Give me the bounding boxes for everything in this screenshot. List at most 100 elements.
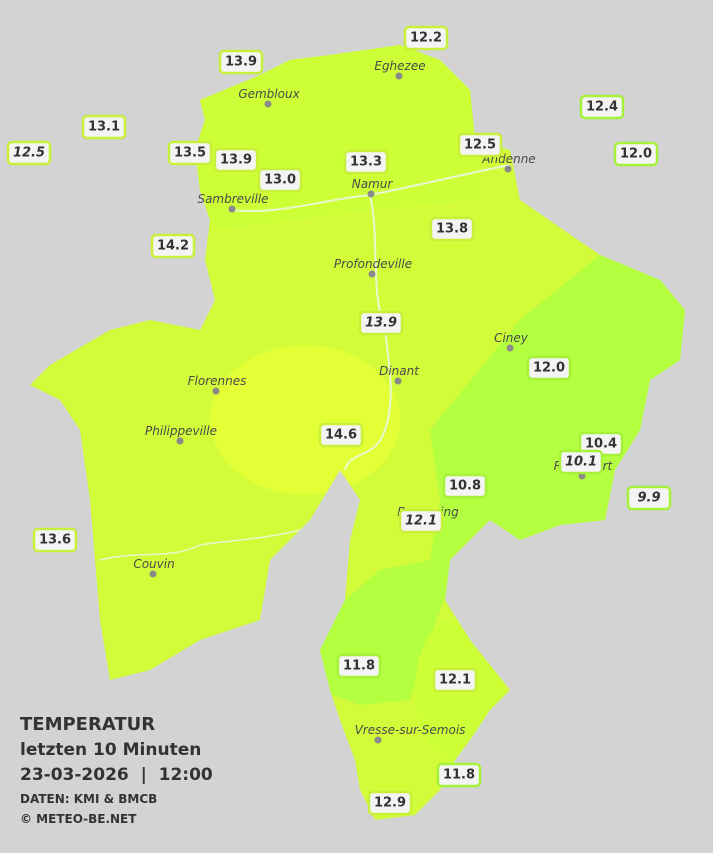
city-label: Dinant bbox=[379, 364, 420, 378]
station-box bbox=[558, 449, 604, 475]
legend-source: DATEN: KMI & BMCB bbox=[20, 792, 157, 806]
station-box bbox=[213, 147, 259, 173]
station-value: 14.6 bbox=[325, 428, 357, 443]
station-value: 12.1 bbox=[405, 514, 437, 529]
city-dot bbox=[504, 165, 512, 173]
station-box bbox=[579, 94, 625, 120]
station: 13.5 bbox=[167, 140, 213, 166]
station-value: 13.8 bbox=[436, 222, 468, 237]
station-value: 13.0 bbox=[264, 173, 296, 188]
station: 13.0 bbox=[257, 167, 303, 193]
city-dot bbox=[368, 270, 376, 278]
station: 13.6 bbox=[32, 527, 78, 553]
station-value: 12.9 bbox=[374, 796, 406, 811]
station-box bbox=[318, 422, 364, 448]
station: 13.9 bbox=[218, 49, 264, 75]
station: 10.4 bbox=[578, 431, 624, 457]
station: 13.3 bbox=[343, 149, 389, 175]
legend-copyright: © METEO-BE.NET bbox=[20, 812, 137, 826]
city-dot bbox=[374, 736, 382, 744]
city-dot bbox=[395, 72, 403, 80]
city-dot bbox=[264, 100, 272, 108]
city-dot bbox=[367, 190, 375, 198]
station-box bbox=[81, 114, 127, 140]
station: 13.9 bbox=[213, 147, 259, 173]
station: 13.9 bbox=[358, 310, 404, 336]
station-box bbox=[432, 667, 478, 693]
station: 12.0 bbox=[613, 141, 659, 167]
city-label: Vresse-sur-Semois bbox=[355, 723, 466, 737]
zone-east bbox=[320, 255, 685, 705]
station: 12.4 bbox=[579, 94, 625, 120]
city-label: Gembloux bbox=[238, 87, 300, 101]
station: 14.6 bbox=[318, 422, 364, 448]
station-box bbox=[358, 310, 404, 336]
station-value: 12.0 bbox=[533, 361, 565, 376]
zone-center bbox=[210, 345, 400, 495]
legend-subtitle: letzten 10 Minuten bbox=[20, 740, 201, 760]
station-box bbox=[32, 527, 78, 553]
station-box bbox=[336, 653, 382, 679]
station: 11.8 bbox=[336, 653, 382, 679]
station: 12.1 bbox=[432, 667, 478, 693]
station: 12.5 bbox=[457, 132, 503, 158]
station-value: 12.0 bbox=[620, 147, 652, 162]
city-dot bbox=[149, 570, 157, 578]
city-label: Profondeville bbox=[334, 257, 412, 271]
city-dot bbox=[506, 344, 514, 352]
station: 10.8 bbox=[442, 473, 488, 499]
city-label: Florennes bbox=[188, 374, 247, 388]
station: 13.1 bbox=[81, 114, 127, 140]
station-value: 13.3 bbox=[350, 155, 382, 170]
station: 12.2 bbox=[403, 25, 449, 51]
station: 12.5 bbox=[6, 140, 52, 166]
zone-north bbox=[180, 45, 480, 230]
legend-datetime: 23-03-2026 | 12:00 bbox=[20, 765, 213, 785]
city-label: Philippeville bbox=[145, 424, 217, 438]
station-box bbox=[398, 508, 444, 534]
station-box bbox=[367, 790, 413, 816]
station: 12.0 bbox=[526, 355, 572, 381]
station-value: 13.1 bbox=[88, 120, 120, 135]
legend-title: TEMPERATUR bbox=[20, 714, 155, 735]
station-value: 13.9 bbox=[225, 55, 257, 70]
station-value: 11.8 bbox=[443, 768, 475, 783]
station-box bbox=[626, 485, 672, 511]
station-value: 14.2 bbox=[157, 239, 189, 254]
city-dot bbox=[228, 205, 236, 213]
station-value: 12.2 bbox=[410, 31, 442, 46]
city-dot bbox=[394, 377, 402, 385]
city-label: Namur bbox=[352, 177, 394, 191]
station-value: 13.5 bbox=[174, 146, 206, 161]
station-box bbox=[343, 149, 389, 175]
station: 12.1 bbox=[398, 508, 444, 534]
station: 13.8 bbox=[429, 216, 475, 242]
station-box bbox=[6, 140, 52, 166]
station-value: 13.9 bbox=[365, 316, 397, 331]
station-box bbox=[436, 762, 482, 788]
station-box bbox=[526, 355, 572, 381]
station-value: 12.1 bbox=[439, 673, 471, 688]
station-value: 10.8 bbox=[449, 479, 481, 494]
station: 9.9 bbox=[626, 485, 672, 511]
station-value: 9.9 bbox=[637, 491, 660, 506]
station-value: 13.9 bbox=[220, 153, 252, 168]
station-value: 12.4 bbox=[586, 100, 618, 115]
river bbox=[344, 194, 392, 471]
station-value: 13.6 bbox=[39, 533, 71, 548]
city-label: Sambreville bbox=[197, 192, 268, 206]
station: 11.8 bbox=[436, 762, 482, 788]
station-value: 11.8 bbox=[343, 659, 375, 674]
river bbox=[99, 529, 301, 561]
station-box bbox=[403, 25, 449, 51]
city-label: Ciney bbox=[494, 331, 529, 345]
station: 10.1 bbox=[558, 449, 604, 475]
station-box bbox=[167, 140, 213, 166]
station-value: 10.4 bbox=[585, 437, 617, 452]
city-label: Couvin bbox=[133, 557, 174, 571]
station-box bbox=[150, 233, 196, 259]
city-dot bbox=[176, 437, 184, 445]
station: 14.2 bbox=[150, 233, 196, 259]
station-value: 10.1 bbox=[565, 455, 597, 470]
